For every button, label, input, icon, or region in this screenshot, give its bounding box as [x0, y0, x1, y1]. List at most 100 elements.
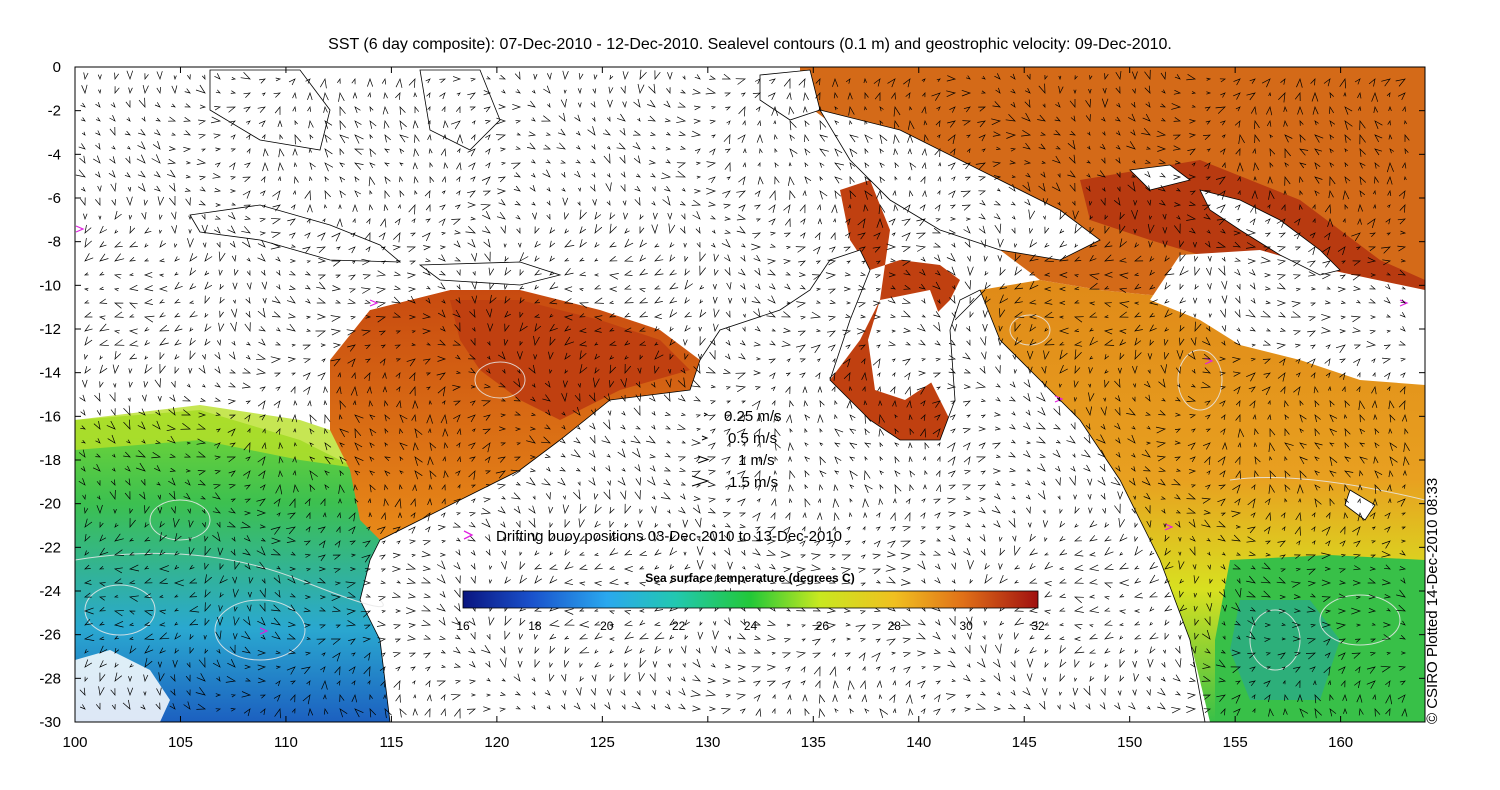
velocity-arrow: [244, 414, 251, 422]
velocity-arrow: [544, 454, 552, 458]
velocity-arrow: [696, 559, 704, 571]
velocity-arrow: [804, 470, 810, 478]
velocity-arrow: [439, 204, 446, 211]
velocity-arrow: [1118, 623, 1124, 627]
velocity-arrow: [946, 75, 957, 82]
velocity-arrow: [1237, 441, 1242, 448]
velocity-arrow: [1044, 537, 1048, 543]
velocity-arrow: [1159, 199, 1166, 206]
velocity-arrow: [709, 75, 717, 80]
velocity-arrow: [98, 89, 102, 95]
colorbar-tick-label: 30: [959, 619, 973, 633]
velocity-arrow: [1401, 413, 1408, 422]
velocity-arrow: [933, 372, 942, 378]
velocity-arrow: [1037, 407, 1046, 416]
velocity-arrow: [932, 428, 941, 438]
velocity-arrow: [334, 540, 341, 548]
velocity-arrow: [609, 364, 617, 374]
velocity-arrow: [736, 226, 746, 234]
velocity-arrow: [815, 680, 821, 689]
velocity-arrow: [306, 328, 312, 332]
velocity-arrow: [804, 133, 810, 143]
velocity-arrow: [1279, 554, 1286, 560]
velocity-arrow: [1162, 649, 1166, 655]
velocity-arrow: [769, 563, 776, 570]
velocity-arrow: [456, 161, 462, 171]
velocity-arrow: [1235, 296, 1241, 304]
velocity-arrow: [1086, 173, 1091, 178]
velocity-arrow: [962, 352, 971, 360]
velocity-arrow: [411, 218, 416, 224]
velocity-arrow: [309, 162, 316, 170]
velocity-arrow: [1291, 301, 1302, 308]
velocity-arrow: [1164, 309, 1173, 318]
velocity-arrow: [304, 498, 311, 507]
velocity-arrow: [111, 704, 116, 711]
velocity-arrow: [1164, 561, 1174, 570]
velocity-arrow: [639, 268, 648, 276]
velocity-arrow: [1314, 414, 1321, 423]
velocity-arrow: [395, 693, 401, 703]
velocity-arrow: [739, 414, 746, 422]
velocity-arrow: [84, 354, 88, 361]
velocity-arrow: [1186, 74, 1197, 81]
velocity-arrow: [1247, 258, 1257, 265]
velocity-arrow: [422, 268, 431, 276]
velocity-arrow: [1220, 386, 1227, 390]
velocity-arrow: [436, 603, 446, 612]
lat-tick-label: 0: [53, 59, 61, 76]
velocity-arrow: [638, 327, 646, 332]
velocity-arrow: [635, 477, 642, 487]
velocity-arrow: [724, 647, 731, 654]
velocity-arrow: [909, 162, 917, 171]
velocity-arrow: [639, 647, 645, 654]
velocity-arrow: [999, 620, 1005, 626]
velocity-arrow: [1026, 73, 1031, 80]
velocity-arrow: [767, 538, 777, 545]
velocity-arrow: [1321, 526, 1331, 536]
velocity-arrow: [1014, 337, 1022, 346]
velocity-arrow: [174, 354, 180, 360]
velocity-arrow: [143, 691, 147, 697]
velocity-arrow: [617, 477, 626, 486]
velocity-arrow: [845, 314, 852, 318]
velocity-arrow: [379, 554, 386, 560]
velocity-arrow: [1029, 280, 1039, 290]
velocity-arrow: [365, 314, 372, 319]
velocity-arrow: [180, 423, 192, 430]
velocity-arrow: [413, 693, 417, 699]
velocity-arrow: [1354, 78, 1361, 85]
velocity-arrow: [1265, 652, 1272, 656]
velocity-arrow: [901, 298, 912, 305]
velocity-arrow: [834, 106, 838, 111]
velocity-arrow: [752, 232, 761, 239]
velocity-arrow: [287, 575, 296, 584]
buoy-legend: Drifting buoy positions 03-Dec-2010 to 1…: [463, 528, 842, 545]
velocity-arrow: [368, 511, 372, 518]
velocity-arrow: [857, 232, 866, 240]
velocity-arrow: [174, 608, 179, 612]
velocity-arrow: [1234, 120, 1241, 128]
velocity-arrow: [1164, 592, 1172, 598]
velocity-arrow: [129, 353, 137, 360]
velocity-arrow: [1072, 210, 1079, 221]
velocity-arrow: [654, 326, 660, 332]
velocity-arrow: [408, 623, 417, 628]
velocity-arrow: [308, 119, 314, 129]
velocity-arrow: [594, 535, 601, 542]
velocity-arrow: [789, 469, 796, 480]
velocity-arrow: [276, 512, 281, 517]
velocity-arrow: [305, 651, 312, 656]
velocity-arrow: [681, 412, 687, 416]
velocity-arrow: [1397, 269, 1406, 276]
velocity-arrow: [1008, 518, 1016, 528]
lat-tick-label: -28: [39, 670, 61, 687]
velocity-arrow: [292, 91, 297, 99]
velocity-arrow: [380, 344, 386, 349]
velocity-arrow: [784, 283, 791, 290]
velocity-arrow: [158, 672, 165, 683]
velocity-arrow: [632, 130, 642, 136]
velocity-arrow: [1179, 337, 1185, 347]
velocity-arrow: [514, 201, 521, 206]
velocity-arrow: [755, 283, 761, 290]
